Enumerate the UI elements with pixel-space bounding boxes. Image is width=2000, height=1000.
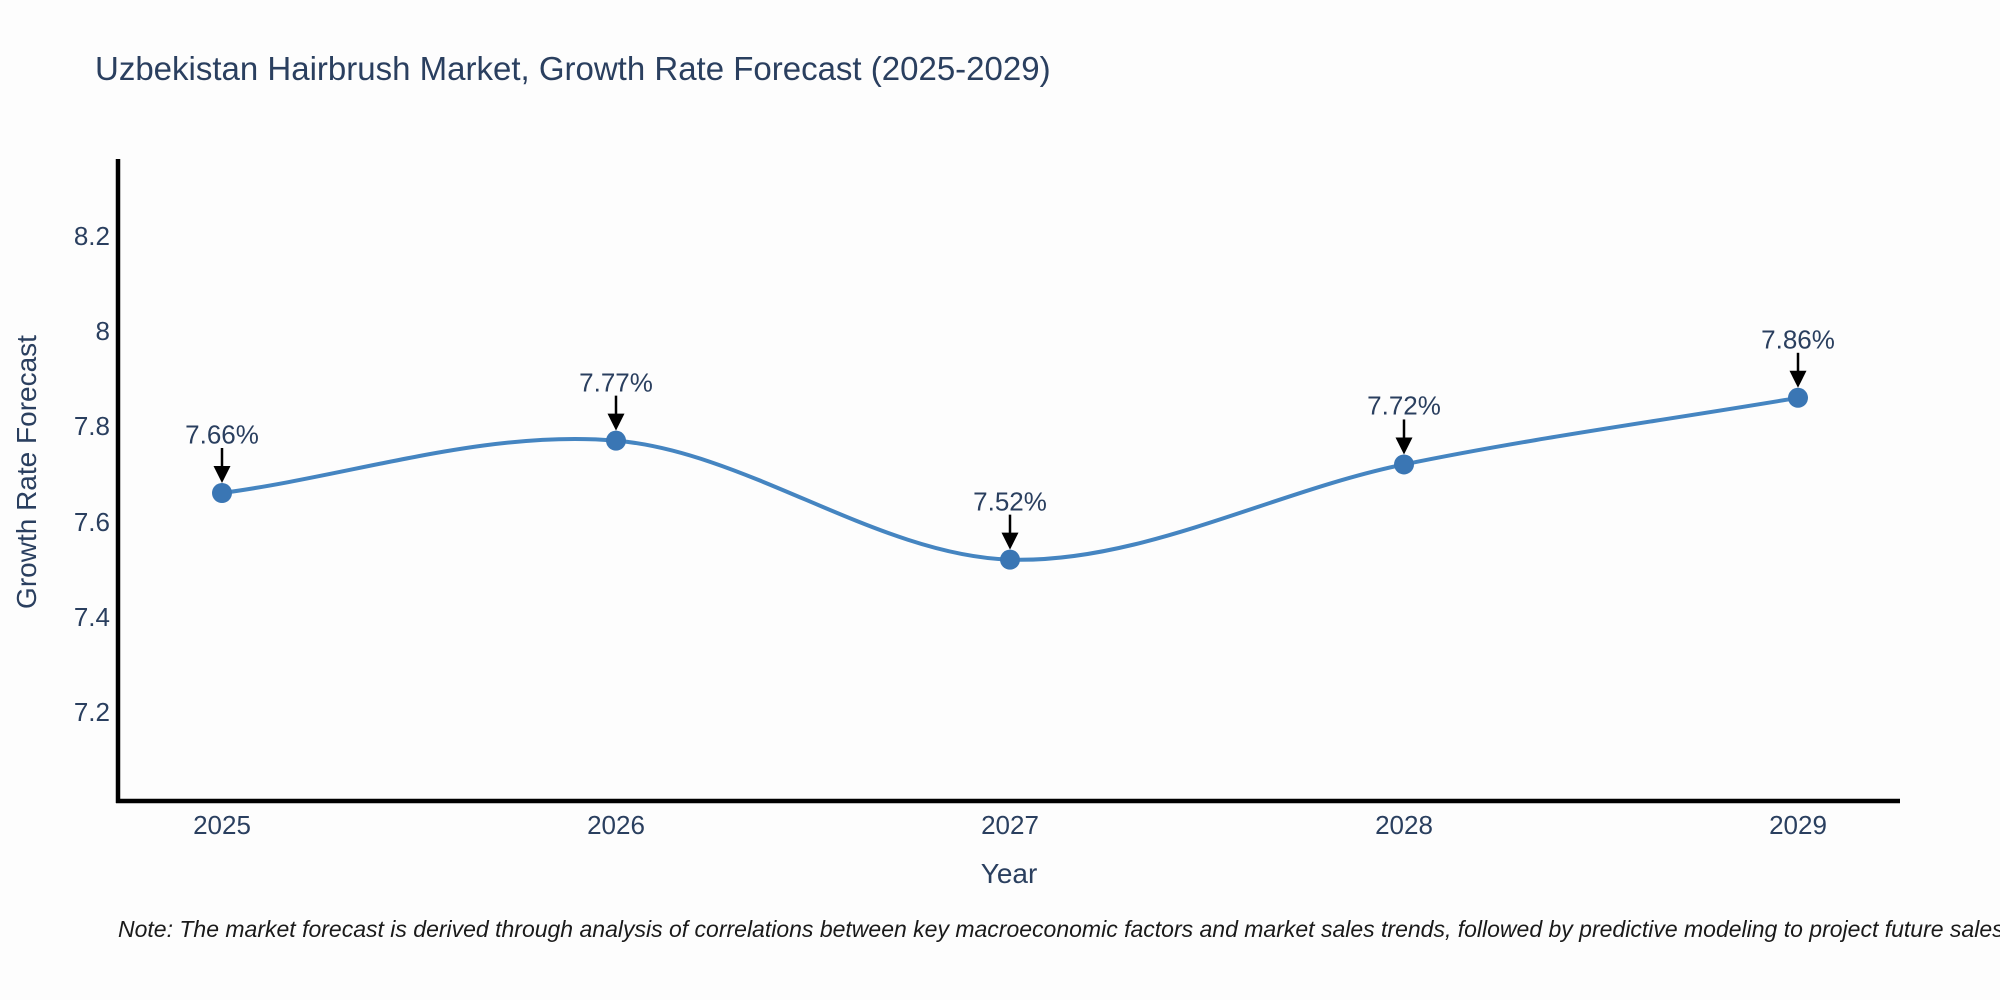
chart-title: Uzbekistan Hairbrush Market, Growth Rate…: [95, 50, 1051, 87]
point-value-label: 7.72%: [1367, 390, 1441, 421]
y-tick-label: 7.2: [73, 696, 110, 727]
point-value-label: 7.86%: [1761, 324, 1835, 355]
point-value-label: 7.77%: [579, 367, 653, 398]
x-tick-label: 2027: [981, 810, 1039, 840]
y-tick-label: 8.2: [73, 220, 110, 251]
y-tick-label: 7.4: [73, 601, 110, 632]
point-value-label: 7.66%: [185, 419, 259, 450]
data-point-marker[interactable]: [1000, 549, 1020, 570]
annotation-arrowhead-icon: [1395, 437, 1413, 455]
x-tick-label: 2025: [193, 810, 251, 840]
y-tick-label: 7.6: [73, 506, 110, 537]
x-axis-title: Year: [980, 858, 1038, 889]
annotation-arrowhead-icon: [607, 413, 625, 431]
data-point-marker[interactable]: [212, 483, 232, 503]
annotation-arrowhead-icon: [1789, 370, 1807, 388]
x-tick-label: 2029: [1769, 810, 1827, 840]
y-tick-label: 7.8: [73, 411, 110, 442]
y-tick-label: 8: [95, 316, 110, 347]
y-axis-title: Growth Rate Forecast: [11, 335, 42, 609]
x-tick-label: 2028: [1375, 810, 1433, 840]
data-point-marker[interactable]: [606, 430, 626, 451]
point-value-label: 7.52%: [973, 486, 1047, 517]
footnote: Note: The market forecast is derived thr…: [118, 916, 2000, 942]
x-tick-label: 2026: [587, 810, 645, 840]
annotation-arrowhead-icon: [1001, 532, 1019, 550]
data-point-marker[interactable]: [1394, 454, 1414, 475]
data-point-marker[interactable]: [1788, 387, 1808, 408]
annotation-arrowhead-icon: [213, 466, 231, 483]
